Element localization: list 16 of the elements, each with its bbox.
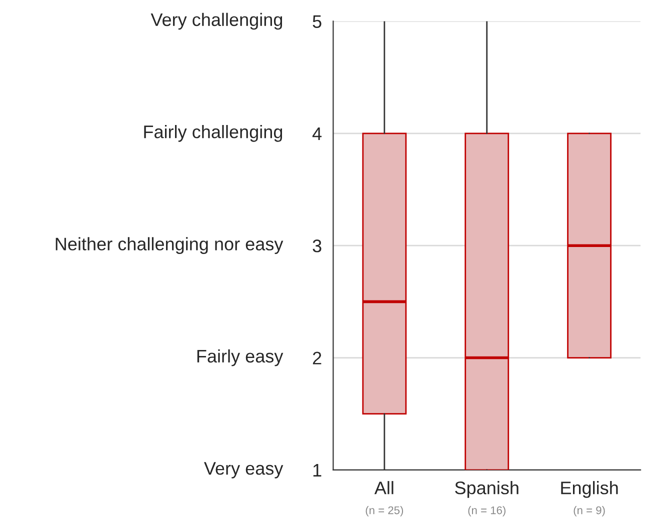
text: Fairly easy (197, 349, 284, 366)
x-tick-label: Spanish (455, 481, 518, 498)
text: (n = 25) (366, 506, 404, 516)
text: Neither challenging nor easy (56, 237, 284, 254)
y-tick-label: 2 (312, 352, 322, 364)
y-tick-label: 5 (312, 15, 322, 28)
text: (n = 9) (574, 506, 605, 516)
text: Fairly challenging (144, 125, 282, 142)
text: Very easy (204, 462, 284, 478)
x-tick-label: English (561, 481, 618, 498)
y-tick-label: 4 (312, 128, 322, 140)
y-tick-label: 3 (312, 240, 322, 252)
y-tick-label: 1 (313, 464, 322, 476)
text: (n = 16) (468, 506, 506, 516)
text: Very challenging (150, 12, 282, 30)
x-tick-label: All (374, 481, 394, 494)
